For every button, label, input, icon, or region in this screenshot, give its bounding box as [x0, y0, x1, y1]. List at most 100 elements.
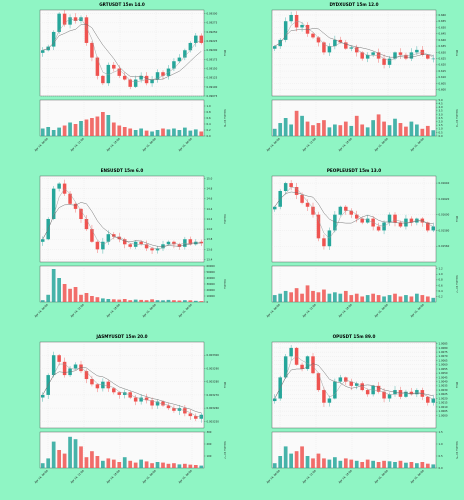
- v-tick-label: 0.5: [439, 454, 443, 458]
- x-tick-label: Apr 15, 00:00: [373, 137, 389, 153]
- candle-body: [194, 416, 198, 419]
- candle-body: [333, 39, 337, 47]
- y-tick-label: 13.8: [207, 237, 213, 241]
- candle-body: [322, 390, 326, 403]
- y-tick-label: 0.09100: [207, 85, 218, 89]
- y-tick-label: 1.0080: [439, 346, 448, 350]
- y-tick-label: 0.650: [439, 25, 447, 29]
- candle-body: [133, 79, 138, 87]
- candle-body: [177, 244, 182, 247]
- candle-body: [172, 241, 176, 245]
- y-tick-label: 1.0045: [439, 375, 448, 379]
- candle-body: [84, 219, 89, 230]
- volume-bar: [73, 124, 78, 136]
- y-axis-label: Volume: [223, 214, 227, 224]
- volume-bar: [193, 129, 198, 136]
- candle-body: [354, 383, 359, 386]
- candle-body: [188, 413, 193, 417]
- y-tick-label: 0.09075: [207, 94, 218, 98]
- candle-body: [420, 218, 425, 223]
- v-tick-label: 1.0: [439, 442, 443, 446]
- x-tick-label: Apr 14, 06:00: [33, 469, 49, 485]
- volume-bar: [398, 460, 403, 468]
- y-tick-label: 1.0060: [439, 363, 448, 367]
- volume-bar: [188, 464, 193, 468]
- volume-bar: [382, 460, 386, 468]
- candle-body: [289, 14, 293, 22]
- volume-bar: [425, 125, 430, 136]
- volume-bar: [409, 462, 414, 468]
- volume-bar: [289, 124, 293, 136]
- candle-body: [95, 241, 100, 250]
- v-tick-label: 100: [207, 454, 212, 458]
- candle-body: [172, 61, 176, 69]
- v-tick-label: 60000: [207, 264, 216, 268]
- candle-body: [300, 194, 304, 203]
- candle-body: [139, 397, 143, 402]
- volume-bar: [327, 293, 332, 302]
- chart-svg: PEOPLEUSDT 15m 13.0 Apr 14, 06:00 Apr 14, …: [265, 168, 459, 318]
- v-tick-label: 1.5: [439, 430, 443, 434]
- candle-body: [79, 17, 83, 21]
- candle-body: [73, 17, 78, 21]
- volume-bar: [431, 297, 436, 302]
- candle-body: [360, 383, 364, 391]
- volume-bar: [106, 115, 111, 136]
- volume-bar: [95, 297, 100, 302]
- volume-bar: [393, 293, 397, 302]
- volume-bar: [398, 296, 403, 302]
- y-tick-label: 1.0035: [439, 384, 448, 388]
- candle-body: [305, 356, 310, 369]
- candle-body: [300, 24, 304, 28]
- volume-bar: [51, 441, 56, 468]
- v-tick-label: 0.4: [439, 289, 443, 293]
- y-axis-label: Price: [455, 216, 459, 223]
- volume-bar: [294, 451, 299, 468]
- volume-bar: [425, 296, 430, 302]
- moving-average-line-1: [42, 363, 202, 417]
- candle-body: [404, 391, 408, 397]
- y-tick-label: 0.645: [439, 32, 447, 36]
- volume-bar: [333, 292, 337, 302]
- volume-bar: [425, 463, 430, 468]
- v-tick-label: 0.2: [439, 294, 443, 298]
- volume-bar: [382, 296, 386, 302]
- volume-bar: [40, 300, 45, 302]
- volume-bar: [183, 463, 187, 468]
- chart-panel-1: GRTUSDT 15m 14.0 Apr 14, 06:00 Apr 14, 12:…: [0, 0, 232, 166]
- candle-body: [322, 238, 326, 247]
- volume-bar: [376, 114, 381, 136]
- candle-body: [79, 208, 83, 219]
- v-tick-label: 0.4: [207, 122, 211, 126]
- candle-body: [387, 58, 392, 65]
- chart-title: JASMYUSDT 15m 20.0: [95, 334, 147, 339]
- volume-bar: [420, 462, 425, 468]
- v-tick-label: 4.5: [439, 102, 443, 106]
- volume-bar: [150, 463, 154, 468]
- v-tick-label: 0.5: [439, 130, 443, 134]
- v-tick-label: 40000: [207, 276, 216, 280]
- candle-body: [327, 46, 332, 53]
- y-tick-label: 0.09150: [207, 66, 218, 70]
- volume-bar: [51, 269, 56, 302]
- candle-body: [393, 52, 397, 59]
- v-tick-label: 2.5: [439, 116, 443, 120]
- volume-bar: [46, 294, 51, 302]
- volume-bar: [404, 126, 408, 136]
- volume-bar: [382, 121, 386, 136]
- volume-bar: [133, 299, 138, 302]
- candle-body: [150, 248, 154, 251]
- volume-bar: [122, 457, 127, 468]
- x-tick-label: Apr 14, 18:00: [337, 469, 353, 485]
- candle-body: [95, 57, 100, 76]
- candle-body: [106, 381, 111, 389]
- y-tick-label: 0.01600: [439, 213, 450, 217]
- y-tick-label: 0.003260: [207, 406, 220, 410]
- candle-body: [360, 52, 364, 59]
- volume-bar: [393, 118, 397, 136]
- candle-body: [101, 75, 105, 84]
- volume-panel-bg: [271, 99, 437, 137]
- v-axis-label: Volume 10^5: [455, 441, 459, 459]
- volume-bar: [278, 123, 283, 136]
